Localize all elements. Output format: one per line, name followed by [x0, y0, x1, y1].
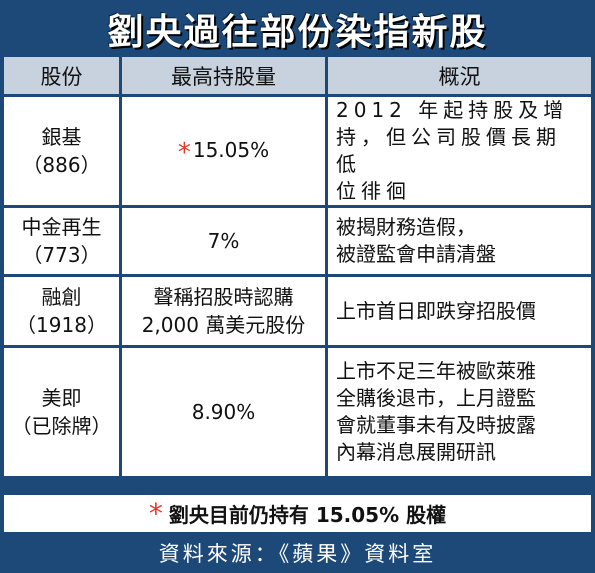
summary-cell: 被揭財務造假， 被證監會申請清盤 — [328, 208, 591, 277]
table-row: 中金再生 （773） 7% 被揭財務造假， 被證監會申請清盤 — [4, 208, 591, 277]
holding-value: 7% — [207, 229, 240, 253]
summary-line: 被證監會申請清盤 — [336, 242, 496, 266]
stock-code: （886） — [22, 153, 101, 177]
asterisk-marker: * — [148, 497, 163, 530]
summary-line: 全購後退市，上月證監 — [336, 386, 536, 410]
source-credit: 資料來源：《蘋果》資料室 — [158, 541, 437, 566]
holding-value: 15.05% — [192, 137, 270, 162]
holding-cell: 8.90% — [122, 348, 328, 479]
stock-name: 銀基 — [41, 125, 82, 149]
holding-cell: 7% — [122, 208, 328, 277]
stock-name: 美即 — [41, 386, 82, 410]
summary-line: 上市首日即跌穿招股價 — [336, 298, 536, 323]
footnote: * 劉央目前仍持有 15.05% 股權 — [4, 495, 591, 532]
summary-cell: 上市不足三年被歐萊雅 全購後退市，上月證監 會就董事未有及時披露 內幕消息展開研… — [328, 348, 591, 479]
summary-line: 持，但公司股價長期低 — [336, 125, 561, 176]
holding-line: 聲稱招股時認購 — [153, 285, 294, 309]
summary-cell: 上市首日即跌穿招股價 — [328, 277, 591, 348]
column-header-stock: 股份 — [4, 57, 122, 97]
column-header-holding: 最高持股量 — [122, 57, 328, 97]
stock-code: （已除牌） — [11, 414, 112, 438]
holding-value: 8.90% — [191, 400, 256, 424]
table-row: 美即 （已除牌） 8.90% 上市不足三年被歐萊雅 全購後退市，上月證監 會就董… — [4, 348, 591, 479]
summary-line: 會就董事未有及時披露 — [336, 413, 536, 437]
stock-name: 中金再生 — [21, 215, 102, 239]
holding-cell: 聲稱招股時認購 2,000 萬美元股份 — [122, 277, 328, 348]
summary-line: 被揭財務造假， — [336, 215, 476, 239]
summary-line: 上市不足三年被歐萊雅 — [336, 359, 536, 383]
infographic-title: 劉央過往部份染指新股 — [107, 11, 488, 53]
summary-cell: 2012 年起持股及增 持，但公司股價長期低 位徘徊 — [328, 97, 591, 208]
table-row: 銀基 （886） * 15.05% 2012 年起持股及增 持，但公司股價長期低 … — [4, 97, 591, 208]
asterisk-marker: * — [177, 137, 191, 168]
summary-line: 2012 年起持股及增 — [336, 98, 569, 122]
holding-line: 2,000 萬美元股份 — [141, 313, 306, 337]
stock-code: （1918） — [16, 313, 107, 337]
stock-cell: 銀基 （886） — [4, 97, 122, 208]
table-header-row: 股份 最高持股量 概況 — [4, 57, 591, 97]
stock-cell: 融創 （1918） — [4, 277, 122, 348]
holding-cell: * 15.05% — [122, 97, 328, 208]
stock-code: （773） — [22, 243, 101, 267]
footnote-text: 劉央目前仍持有 15.05% 股權 — [168, 503, 447, 527]
stock-cell: 美即 （已除牌） — [4, 348, 122, 479]
stock-cell: 中金再生 （773） — [4, 208, 122, 277]
summary-line: 內幕消息展開研訊 — [336, 440, 496, 464]
table-row: 融創 （1918） 聲稱招股時認購 2,000 萬美元股份 上市首日即跌穿招股價 — [4, 277, 591, 348]
summary-line: 位徘徊 — [336, 179, 411, 203]
holdings-table: 股份 最高持股量 概況 銀基 （886） * 15.05% 2012 年起持股及增… — [4, 57, 591, 479]
column-header-summary: 概況 — [328, 57, 591, 97]
stock-name: 融創 — [41, 285, 82, 309]
